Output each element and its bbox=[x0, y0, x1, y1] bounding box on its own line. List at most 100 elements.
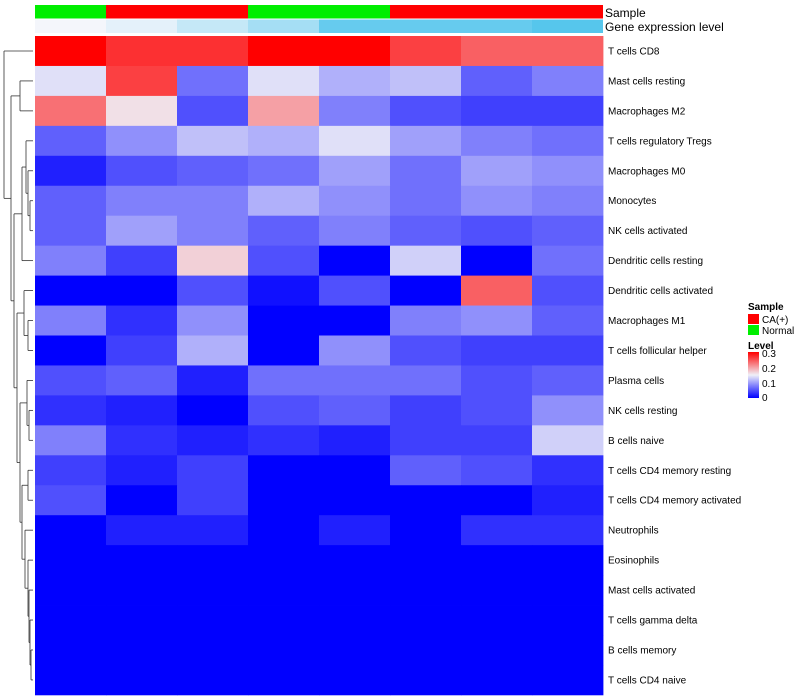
row-label: NK cells resting bbox=[608, 406, 677, 417]
heatmap-cell bbox=[177, 365, 249, 396]
row-label: B cells naive bbox=[608, 436, 665, 447]
heatmap-cell bbox=[248, 125, 320, 157]
heatmap-cell bbox=[461, 664, 533, 696]
heatmap-cell bbox=[35, 95, 107, 127]
heatmap-cell bbox=[177, 515, 249, 546]
heatmap-cell bbox=[106, 65, 178, 97]
heatmap-cell bbox=[106, 275, 178, 306]
heatmap-cell bbox=[177, 245, 249, 276]
heatmap-cell bbox=[390, 335, 462, 366]
heatmap-cell bbox=[177, 305, 249, 336]
heatmap-cell bbox=[390, 185, 462, 217]
heatmap-cell bbox=[319, 215, 391, 247]
heatmap-cell bbox=[35, 65, 107, 97]
heatmap-cell bbox=[319, 95, 391, 127]
row-label: Plasma cells bbox=[608, 376, 664, 387]
sample-annotation-cell bbox=[106, 5, 177, 19]
heatmap-cell bbox=[177, 95, 249, 127]
heatmap-cell bbox=[106, 215, 178, 247]
heatmap-cell bbox=[106, 605, 178, 636]
legend-label-normal: Normal bbox=[762, 326, 794, 337]
heatmap-cell bbox=[532, 305, 604, 336]
heatmap-cell bbox=[461, 95, 533, 127]
heatmap-cell bbox=[35, 605, 107, 636]
heatmap-cell bbox=[390, 455, 462, 486]
heatmap-cell bbox=[248, 664, 320, 696]
heatmap-cell bbox=[177, 185, 249, 217]
row-label: T cells regulatory Tregs bbox=[608, 136, 712, 147]
heatmap-cell bbox=[177, 36, 249, 67]
legend-swatch-ca bbox=[748, 314, 759, 324]
expression-annotation-cell bbox=[177, 19, 248, 33]
heatmap-cell bbox=[177, 65, 249, 97]
heatmap-cell bbox=[461, 425, 533, 456]
heatmap-cell bbox=[35, 275, 107, 306]
heatmap-cell bbox=[177, 545, 249, 576]
expression-annotation-cell bbox=[532, 19, 603, 33]
heatmap-cell bbox=[390, 425, 462, 456]
heatmap-cell bbox=[532, 515, 604, 546]
row-label: Mast cells activated bbox=[608, 586, 695, 597]
heatmap-cell bbox=[248, 635, 320, 666]
heatmap-cell bbox=[390, 575, 462, 606]
heatmap-cell bbox=[248, 245, 320, 276]
heatmap-cell bbox=[461, 305, 533, 336]
heatmap-cell bbox=[390, 36, 462, 67]
heatmap-cell bbox=[248, 395, 320, 426]
heatmap-cell bbox=[177, 125, 249, 157]
heatmap-cell bbox=[532, 275, 604, 306]
heatmap-cell bbox=[532, 664, 604, 696]
sample-annotation-cell bbox=[35, 5, 106, 19]
heatmap-cell bbox=[390, 245, 462, 276]
heatmap-cell bbox=[532, 95, 604, 127]
heatmap-cell bbox=[461, 605, 533, 636]
sample-annotation-cell bbox=[461, 5, 532, 19]
heatmap-cell bbox=[390, 95, 462, 127]
row-label: T cells CD8 bbox=[608, 46, 660, 57]
heatmap-cell bbox=[177, 275, 249, 306]
heatmap-cell bbox=[319, 425, 391, 456]
heatmap-cell bbox=[248, 545, 320, 576]
heatmap-cell bbox=[319, 545, 391, 576]
heatmap-cell bbox=[177, 395, 249, 426]
heatmap-cell bbox=[319, 36, 391, 67]
heatmap-cell bbox=[461, 635, 533, 666]
row-label: T cells CD4 naive bbox=[608, 675, 687, 686]
heatmap-cell bbox=[248, 65, 320, 97]
heatmap-cell bbox=[390, 65, 462, 97]
row-label: Macrophages M2 bbox=[608, 106, 686, 117]
heatmap-cell bbox=[390, 515, 462, 546]
heatmap-cell bbox=[35, 335, 107, 366]
row-label: Dendritic cells activated bbox=[608, 286, 713, 297]
heatmap-cell bbox=[106, 155, 178, 187]
heatmap-cell bbox=[177, 605, 249, 636]
expression-annotation-cell bbox=[35, 19, 106, 33]
heatmap-cell bbox=[390, 395, 462, 426]
heatmap-cell bbox=[248, 575, 320, 606]
heatmap-cell bbox=[106, 485, 178, 516]
heatmap-cell bbox=[35, 515, 107, 546]
row-label: Neutrophils bbox=[608, 526, 659, 537]
row-labels: T cells CD8 Mast cells resting Macrophages… bbox=[608, 46, 741, 686]
heatmap-cell bbox=[177, 635, 249, 666]
legend-swatch-normal bbox=[748, 325, 759, 335]
heatmap-cell bbox=[319, 605, 391, 636]
heatmap-cell bbox=[390, 305, 462, 336]
heatmap-cell bbox=[532, 425, 604, 456]
expression-annotation-cell bbox=[461, 19, 532, 33]
heatmap-cell bbox=[461, 575, 533, 606]
heatmap-cell bbox=[35, 635, 107, 666]
heatmap-cell bbox=[390, 605, 462, 636]
heatmap-cell bbox=[532, 335, 604, 366]
heatmap-cell bbox=[319, 65, 391, 97]
heatmap-cell bbox=[390, 664, 462, 696]
heatmap-cell bbox=[319, 245, 391, 276]
column-annotation-bars bbox=[35, 5, 603, 33]
row-dendrogram bbox=[3, 50, 33, 681]
heatmap-cell bbox=[35, 305, 107, 336]
legend-level-tick-1: 0.2 bbox=[762, 364, 776, 375]
heatmap-cell bbox=[177, 425, 249, 456]
heatmap-cell bbox=[532, 245, 604, 276]
heatmap-cell bbox=[390, 215, 462, 247]
heatmap-cell bbox=[532, 155, 604, 187]
